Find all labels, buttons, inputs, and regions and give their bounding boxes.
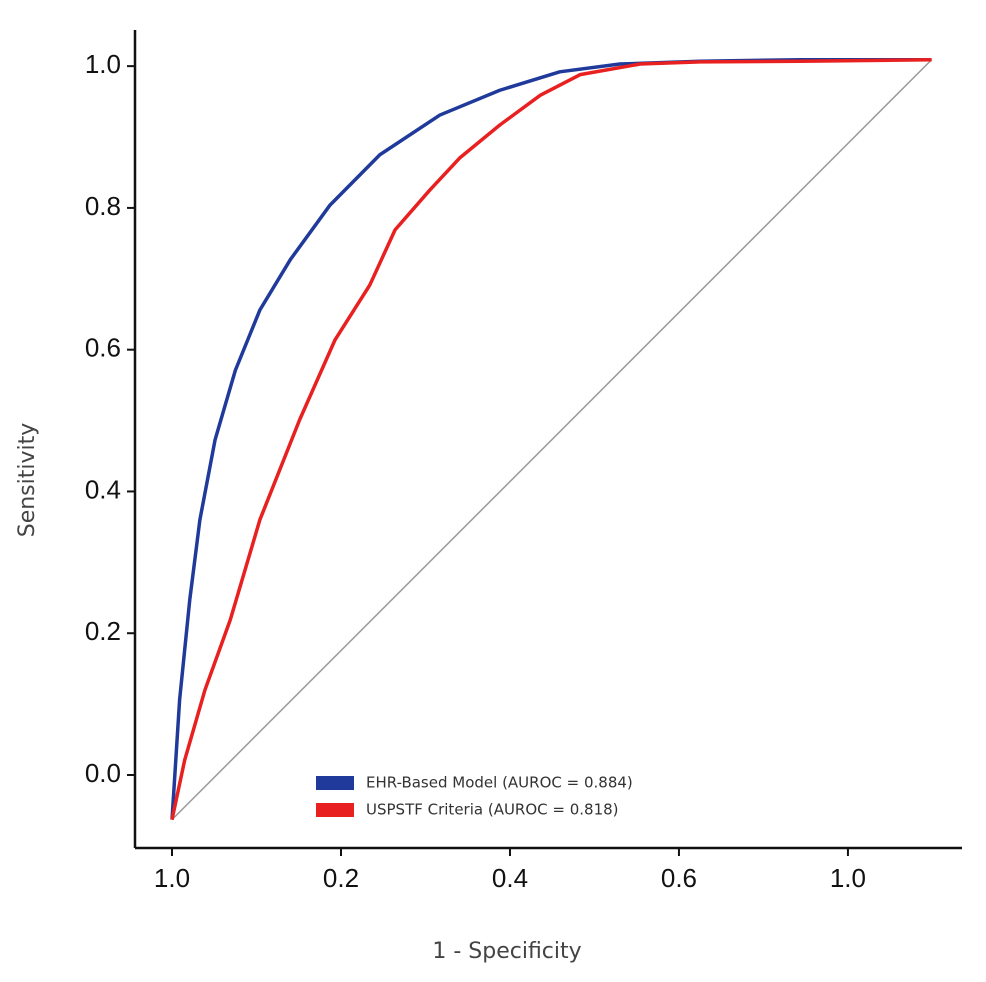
y-tick-label: 0.6 bbox=[85, 333, 121, 363]
y-tick-label: 1.0 bbox=[85, 49, 121, 79]
legend-label: USPSTF Criteria (AUROC = 0.818) bbox=[366, 801, 619, 819]
x-tick-label: 1.0 bbox=[154, 863, 190, 893]
x-tick-label: 0.6 bbox=[661, 863, 697, 893]
y-tick-label: 0.4 bbox=[85, 474, 121, 504]
y-tick-label: 0.2 bbox=[85, 616, 121, 646]
x-tick-label: 1.0 bbox=[830, 863, 866, 893]
reference-line bbox=[171, 59, 933, 821]
x-axis-label: 1 - Specificity bbox=[432, 939, 581, 964]
y-axis-label: Sensitivity bbox=[15, 423, 40, 538]
legend-label: EHR-Based Model (AUROC = 0.884) bbox=[366, 774, 633, 792]
y-tick-label: 0.8 bbox=[85, 191, 121, 221]
x-tick-label: 0.2 bbox=[323, 863, 359, 893]
x-tick-label: 0.4 bbox=[492, 863, 528, 893]
roc-curve bbox=[170, 58, 932, 821]
legend-swatch bbox=[316, 803, 354, 817]
y-tick-label: 0.0 bbox=[85, 758, 121, 788]
legend-swatch bbox=[316, 776, 354, 790]
